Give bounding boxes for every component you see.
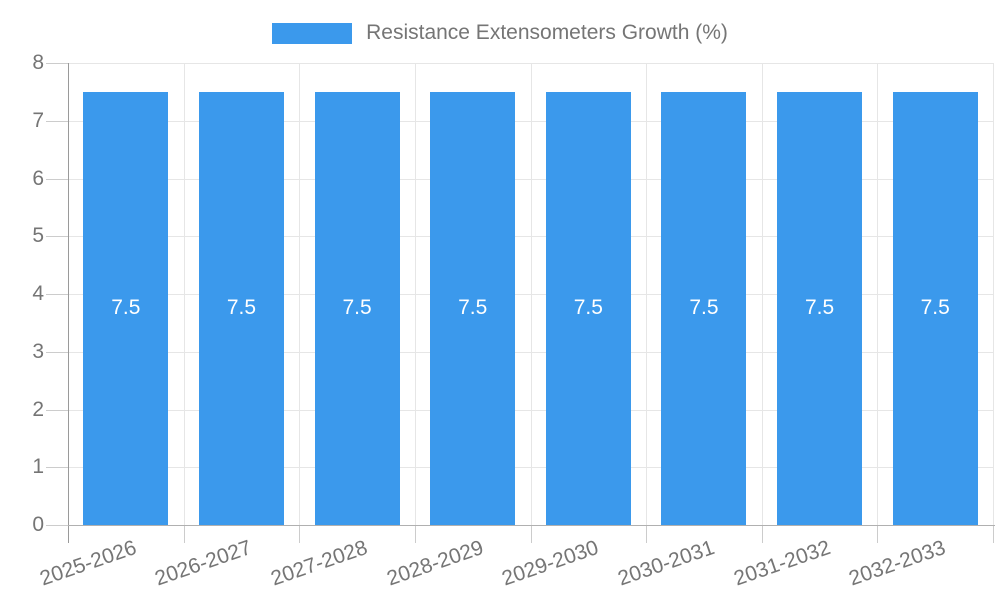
gridline-vertical — [993, 63, 994, 525]
y-axis-label: 5 — [32, 224, 44, 248]
y-tick — [46, 525, 68, 526]
x-tick — [646, 525, 648, 543]
y-axis-label: 2 — [32, 397, 44, 421]
y-axis-label: 4 — [32, 282, 44, 305]
gridline-vertical — [414, 63, 416, 525]
y-tick — [46, 178, 68, 180]
bar-value-label: 7.5 — [689, 296, 719, 320]
legend-label: Resistance Extensometers Growth (%) — [366, 21, 728, 44]
y-tick — [46, 236, 68, 238]
bar-value-label: 7.5 — [920, 296, 950, 320]
bar-value-label: 7.5 — [458, 296, 488, 320]
bar-value-label: 7.5 — [226, 296, 257, 320]
bar[interactable]: 7.5 — [777, 91, 863, 525]
y-axis-label: 7 — [32, 108, 44, 132]
y-tick — [46, 294, 68, 295]
bar-value-label: 7.5 — [804, 296, 835, 320]
chart-legend: Resistance Extensometers Growth (%) — [0, 21, 1000, 44]
y-tick — [46, 120, 68, 122]
bar[interactable]: 7.5 — [545, 91, 631, 525]
bar[interactable]: 7.5 — [661, 91, 747, 525]
x-tick — [761, 525, 763, 543]
y-tick — [46, 467, 68, 469]
bar[interactable]: 7.5 — [83, 91, 169, 525]
gridline-vertical — [299, 63, 301, 525]
x-tick — [993, 525, 994, 543]
y-axis-label: 1 — [32, 455, 44, 479]
y-axis-label: 6 — [32, 166, 44, 190]
x-tick — [530, 525, 532, 543]
bar[interactable]: 7.5 — [892, 91, 978, 525]
bar-value-label: 7.5 — [573, 296, 603, 320]
x-tick — [299, 525, 301, 543]
gridline-vertical — [761, 63, 763, 525]
bar[interactable]: 7.5 — [430, 91, 516, 525]
gridline-vertical — [530, 63, 532, 525]
gridline-vertical — [877, 63, 879, 525]
gridline-vertical — [646, 63, 648, 525]
y-axis-label: 8 — [32, 51, 44, 74]
x-tick — [414, 525, 416, 543]
x-tick — [183, 525, 185, 543]
bar-value-label: 7.5 — [342, 296, 372, 320]
y-axis-line — [68, 63, 69, 543]
x-tick — [877, 525, 879, 543]
gridline-vertical — [183, 63, 185, 525]
y-tick — [46, 63, 68, 64]
legend-swatch — [272, 22, 353, 44]
plot-area: 0 1 2 3 4 5 6 7 8 7.5 7.5 7.5 7.5 7.5 7.5 7.5 7.5 2025-20… — [32, 52, 995, 590]
x-axis-baseline — [68, 525, 995, 526]
y-tick — [46, 409, 68, 411]
y-axis-label: 0 — [32, 513, 44, 536]
bar[interactable]: 7.5 — [314, 91, 400, 525]
y-axis-label: 3 — [32, 339, 44, 363]
bar[interactable]: 7.5 — [198, 91, 284, 525]
bar-value-label: 7.5 — [111, 296, 141, 320]
y-tick — [46, 351, 68, 353]
